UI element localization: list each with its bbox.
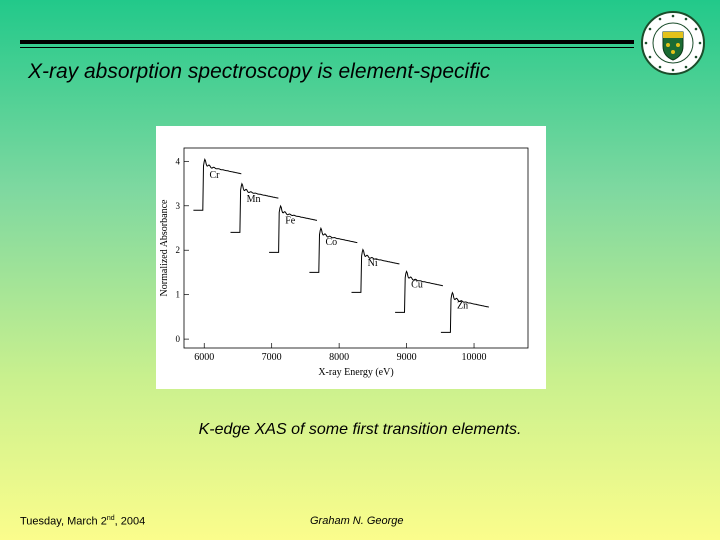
- slide-title: X-ray absorption spectroscopy is element…: [28, 60, 491, 83]
- plot-frame: [183, 147, 529, 349]
- series-line-mn: [230, 182, 279, 233]
- series-label-ni: Ni: [368, 258, 378, 269]
- footer-date-sup: nd: [106, 515, 115, 522]
- xas-figure: 6000 7000 8000 9000 10000 0 1 2 3 4 X-ray Energy (…: [156, 126, 546, 389]
- series-label-cu: Cu: [411, 279, 423, 290]
- series-label-cr: Cr: [209, 170, 220, 181]
- series-line-ni: [351, 248, 400, 293]
- title-rule-thin: [20, 47, 634, 48]
- footer-date: Tuesday, March 2nd, 2004: [20, 515, 145, 528]
- series-label-mn: Mn: [247, 194, 261, 205]
- y-tick-label: 0: [176, 334, 181, 344]
- y-axis-label: Normalized Absorbance: [159, 199, 170, 296]
- x-tick-label: 8000: [329, 352, 349, 363]
- figure-caption: K-edge XAS of some first transition elem…: [198, 421, 522, 438]
- footer-date-prefix: Tuesday, March 2: [20, 515, 107, 528]
- x-axis-label: X-ray Energy (eV): [318, 367, 393, 378]
- series-label-fe: Fe: [285, 216, 296, 227]
- xas-chart: 6000 7000 8000 9000 10000 0 1 2 3 4 X-ray Energy (…: [159, 147, 529, 378]
- university-of-saskatchewan-crest-icon: [641, 11, 705, 75]
- series-line-co: [309, 226, 358, 273]
- series-line-cu: [395, 270, 443, 313]
- series-line-cr: [193, 158, 242, 211]
- footer-date-suffix: , 2004: [114, 515, 146, 528]
- y-tick-label: 1: [176, 290, 181, 300]
- y-tick-label: 4: [176, 156, 181, 166]
- series-label-co: Co: [326, 237, 338, 248]
- series-label-zn: Zn: [457, 300, 468, 311]
- title-rule-thick: [20, 40, 634, 44]
- y-tick-label: 2: [176, 245, 181, 255]
- x-tick-label: 6000: [194, 352, 214, 363]
- x-tick-label: 7000: [262, 352, 282, 363]
- y-tick-label: 3: [176, 201, 181, 211]
- footer-author: Graham N. George: [310, 515, 404, 527]
- series-line-zn: [440, 291, 489, 333]
- series-line-fe: [269, 204, 318, 253]
- x-tick-label: 10000: [462, 352, 487, 363]
- x-tick-label: 9000: [397, 352, 417, 363]
